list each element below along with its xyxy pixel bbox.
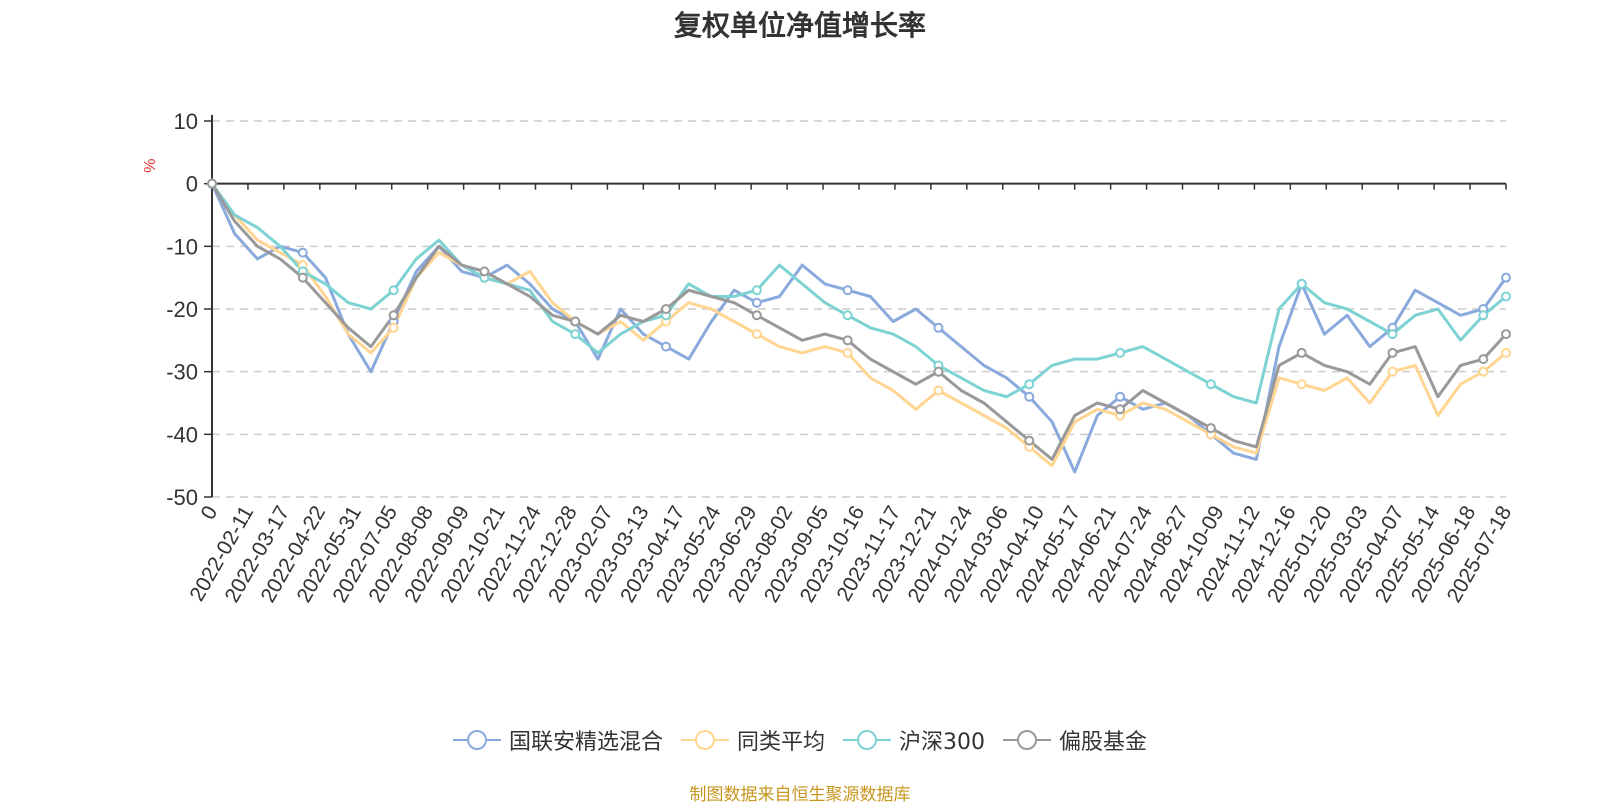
data-point-marker [751, 297, 762, 308]
series-markers [207, 178, 1511, 452]
data-point-marker [570, 316, 581, 327]
legend-item-peer-average[interactable]: 同类平均 [680, 724, 825, 756]
y-tick-label: -10 [166, 234, 198, 259]
axes: 100-10-20-30-40-5002022-02-112022-03-172… [166, 109, 1516, 607]
data-point-marker [207, 178, 217, 189]
y-tick-label: -40 [166, 422, 198, 447]
data-point-marker [1387, 347, 1398, 358]
data-point-marker [751, 310, 762, 321]
data-point-marker [479, 266, 490, 277]
series-line-2 [210, 182, 1507, 405]
data-point-marker [1478, 366, 1489, 377]
y-axis-unit: % [142, 159, 159, 173]
legend-marker-icon [1003, 730, 1051, 750]
series-lines [210, 182, 1508, 474]
data-point-marker [388, 322, 399, 333]
data-point-marker [751, 329, 762, 340]
data-point-marker [1205, 423, 1216, 434]
data-point-marker [1024, 391, 1035, 402]
y-tick-label: -30 [166, 360, 198, 385]
series-line-3 [210, 182, 1508, 461]
data-point-marker [661, 341, 672, 352]
data-point-marker [1387, 329, 1398, 340]
data-point-marker [1501, 272, 1511, 283]
data-point-marker [297, 272, 308, 283]
legend-circle [694, 730, 715, 750]
legend-circle [857, 730, 877, 750]
data-point-marker [1501, 291, 1511, 302]
data-point-marker [1205, 379, 1216, 390]
data-point-marker [1478, 354, 1489, 365]
data-point-marker [933, 322, 944, 333]
data-point-marker [1115, 391, 1126, 402]
data-point-marker [1115, 404, 1126, 415]
legend-label: 国联安精选混合 [508, 730, 663, 755]
data-point-marker [1296, 379, 1307, 390]
data-point-marker [297, 247, 308, 258]
y-tick-label: -50 [166, 485, 198, 510]
data-point-marker [842, 335, 853, 346]
data-point-marker [842, 347, 853, 358]
y-tick-label: 0 [186, 172, 198, 197]
data-point-marker [1024, 435, 1035, 446]
data-point-marker [1024, 379, 1035, 390]
legend-item-fund[interactable]: 国联安精选混合 [452, 724, 663, 756]
legend-circle [466, 730, 487, 750]
data-point-marker [842, 310, 853, 321]
chart-title: 复权单位净值增长率 [673, 9, 926, 42]
y-tick-label: -20 [166, 297, 198, 322]
legend: 国联安精选混合 同类平均 沪深300 偏股基金 [0, 722, 1600, 758]
legend-label: 偏股基金 [1059, 730, 1148, 755]
legend-circle [1017, 730, 1037, 750]
legend-marker-icon [680, 730, 729, 750]
legend-item-equity-funds[interactable]: 偏股基金 [1003, 724, 1147, 756]
data-point-marker [1501, 329, 1511, 340]
data-point-marker [1387, 366, 1398, 377]
data-point-marker [1296, 347, 1307, 358]
data-point-marker [1115, 347, 1126, 358]
x-tick-label: 0 [197, 502, 223, 524]
legend-marker-icon [452, 730, 501, 750]
series-line-0 [210, 183, 1508, 474]
y-tick-label: 10 [174, 109, 198, 134]
data-point-marker [1296, 278, 1307, 289]
grid-lines [212, 120, 1506, 498]
data-point-marker [388, 285, 399, 296]
data-point-marker [751, 285, 762, 296]
data-point-marker [933, 366, 944, 377]
data-point-marker [1501, 347, 1511, 358]
legend-label: 同类平均 [736, 730, 825, 755]
data-point-marker [1478, 310, 1489, 321]
legend-label: 沪深300 [899, 730, 985, 755]
source-note: 制图数据来自恒生聚源数据库 [689, 785, 911, 805]
data-point-marker [933, 385, 944, 396]
data-point-marker [388, 310, 399, 321]
series-line-1 [210, 182, 1507, 468]
data-point-marker [570, 329, 581, 340]
legend-item-hs300[interactable]: 沪深300 [843, 724, 985, 756]
data-point-marker [661, 304, 672, 314]
data-point-marker [842, 285, 853, 296]
legend-marker-icon [843, 730, 891, 750]
